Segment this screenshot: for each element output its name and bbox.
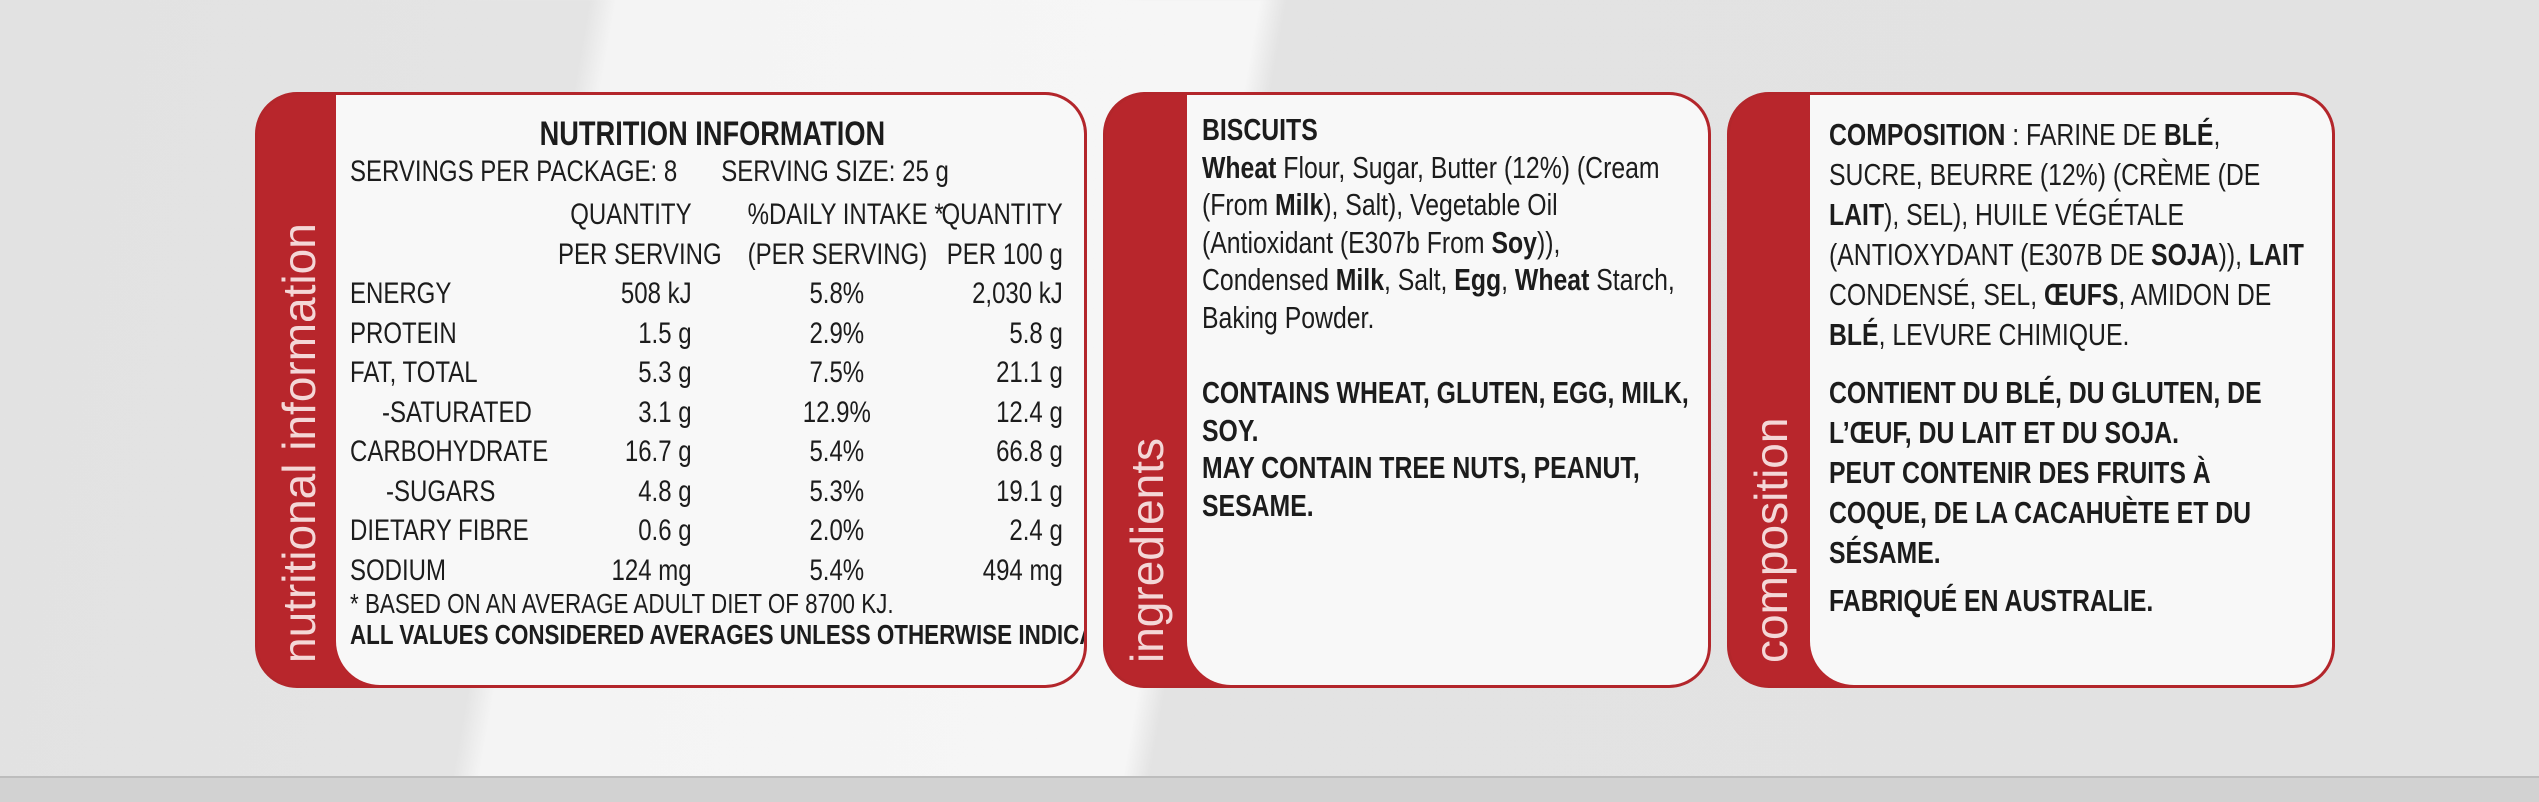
text: , AMIDON DE	[2118, 277, 2272, 312]
bold-text: Milk	[1275, 187, 1324, 222]
nutrition-table: QUANTITY %DAILY INTAKE * QUANTITY PER SERVI…	[350, 195, 1063, 590]
text-block: Wheat Flour, Sugar, Butter (12%) (Cream …	[1202, 149, 1690, 337]
nutrient-value: 3.1 g	[638, 395, 692, 429]
nutrient-value: 7.5%	[809, 356, 865, 389]
nutrient-name: -SATURATED	[382, 395, 532, 429]
nutrient-value: 5.3 g	[638, 356, 692, 389]
text: , SUCRE, BEURRE (12%) (CRÈME (DE	[1829, 117, 2261, 192]
nutrition-footnote: * BASED ON AN AVERAGE ADULT DIET OF 8700…	[350, 588, 894, 619]
text-block: CONTAINS WHEAT, GLUTEN, EGG, MILK, SOY.	[1202, 374, 1690, 449]
bold-text: BISCUITS	[1202, 112, 1318, 147]
nutrient-name: CARBOHYDRATE	[350, 435, 549, 468]
nutrient-value: 2,030 kJ	[972, 277, 1063, 310]
composition-side-label: composition	[1745, 417, 1797, 663]
nutrient-value: 5.8 g	[1009, 316, 1063, 350]
bold-text: COMPOSITION	[1829, 117, 2006, 152]
nutrient-name: FAT, TOTAL	[350, 356, 478, 389]
nutrient-value: 2.9%	[809, 316, 865, 350]
nutrient-value: 124 mg	[611, 553, 692, 587]
nutrient-value: 19.1 g	[996, 474, 1063, 508]
nutrient-value: 5.4%	[809, 553, 865, 587]
text-block: PEUT CONTENIR DES FRUITS À COQUE, DE LA …	[1829, 453, 2309, 573]
column-header: QUANTITY	[941, 198, 1063, 231]
bold-text: Wheat	[1514, 262, 1590, 297]
composition-text: COMPOSITION : FARINE DE BLÉ, SUCRE, BEUR…	[1829, 115, 2309, 621]
nutrition-panel: nutritional information NUTRITION INFORM…	[255, 92, 1087, 688]
nutrient-value: 21.1 g	[996, 356, 1063, 389]
text: )),	[2218, 237, 2249, 272]
bold-text: Egg	[1454, 262, 1502, 297]
column-header	[350, 235, 558, 275]
text: ,	[1501, 262, 1515, 297]
bold-text: Milk	[1335, 262, 1384, 297]
bold-text: BLÉ	[1829, 317, 1879, 352]
column-header	[350, 195, 558, 235]
nutrient-value: 12.4 g	[996, 395, 1063, 429]
ingredients-panel: ingredients BISCUITS Wheat Flour, Sugar, …	[1103, 92, 1711, 688]
averages-note: ALL VALUES CONSIDERED AVERAGES UNLESS OT…	[350, 619, 1087, 650]
bold-text: CONTIENT DU BLÉ, DU GLUTEN, DE L’ŒUF, DU…	[1829, 375, 2262, 450]
bold-text: Soy	[1491, 224, 1537, 260]
nutrient-value: 16.7 g	[624, 435, 692, 468]
text: , Salt,	[1383, 262, 1455, 297]
nutrition-title: NUTRITION INFORMATION	[539, 115, 886, 153]
bold-text: MAY CONTAIN TREE NUTS, PEANUT, SESAME.	[1202, 450, 1640, 523]
bold-text: SOJA	[2151, 237, 2219, 272]
text: Flour, Sugar, Butter (12%) (Cream (From	[1202, 149, 1660, 223]
nutrient-value: 12.9%	[802, 395, 871, 429]
nutrient-name: SODIUM	[350, 553, 446, 587]
column-header: QUANTITY	[570, 198, 692, 231]
nutrient-name: -SUGARS	[386, 474, 496, 508]
nutrient-value: 5.8%	[809, 277, 865, 310]
ingredients-side-label: ingredients	[1121, 437, 1173, 663]
nutrient-value: 2.0%	[809, 514, 865, 547]
text: , LEVURE CHIMIQUE.	[1878, 317, 2130, 352]
bold-text: PEUT CONTENIR DES FRUITS À COQUE, DE LA …	[1829, 455, 2252, 570]
nutrient-name: PROTEIN	[350, 316, 457, 350]
bold-text: LAIT	[2248, 237, 2304, 272]
text: : FARINE DE	[2005, 117, 2164, 152]
column-header: (PER SERVING)	[747, 237, 928, 271]
text: CONDENSÉ, SEL,	[1829, 277, 2044, 312]
bold-text: Wheat	[1202, 149, 1277, 185]
bold-text: ŒUFS	[2044, 277, 2119, 312]
nutrient-value: 4.8 g	[638, 474, 692, 508]
nutrient-value: 0.6 g	[638, 514, 692, 547]
servings-per-package: SERVINGS PER PACKAGE: 8	[350, 155, 678, 188]
ingredients-text: BISCUITS Wheat Flour, Sugar, Butter (12%)…	[1202, 111, 1690, 524]
text-block: BISCUITS	[1202, 111, 1690, 149]
serving-size: SERVING SIZE: 25 g	[721, 155, 949, 188]
text: )), Condensed	[1202, 224, 1561, 298]
text: ), Salt), Vegetable Oil (Antioxidant (E3…	[1202, 187, 1558, 260]
nutrition-side-label: nutritional information	[273, 223, 325, 663]
nutrient-value: 5.4%	[809, 435, 865, 468]
composition-panel: composition COMPOSITION : FARINE DE BLÉ,…	[1727, 92, 2335, 688]
bold-text: LAIT	[1829, 197, 1885, 232]
text-block: CONTIENT DU BLÉ, DU GLUTEN, DE L’ŒUF, DU…	[1829, 373, 2309, 453]
nutrient-value: 508 kJ	[620, 277, 692, 310]
column-header: PER 100 g	[946, 237, 1063, 271]
nutrient-value: 5.3%	[809, 474, 865, 508]
text: ), SEL), HUILE VÉGÉTALE (ANTIOXYDANT (E3…	[1829, 197, 2185, 272]
nutrient-name: DIETARY FIBRE	[350, 514, 529, 547]
bold-text: CONTAINS WHEAT, GLUTEN, EGG, MILK, SOY.	[1202, 375, 1689, 448]
bold-text: BLÉ	[2163, 117, 2214, 152]
nutrient-name: ENERGY	[350, 277, 452, 310]
nutrient-value: 1.5 g	[638, 316, 692, 350]
text-block: FABRIQUÉ EN AUSTRALIE.	[1829, 581, 2309, 621]
nutrient-value: 494 mg	[982, 553, 1063, 587]
bold-text: FABRIQUÉ EN AUSTRALIE.	[1829, 583, 2154, 618]
package-edge	[0, 776, 2539, 802]
column-header: PER SERVING	[558, 237, 722, 271]
column-header: %DAILY INTAKE *	[747, 198, 944, 231]
text: Starch, Baking Powder.	[1202, 262, 1675, 335]
nutrient-value: 66.8 g	[996, 435, 1063, 468]
text-block: COMPOSITION : FARINE DE BLÉ, SUCRE, BEUR…	[1829, 115, 2309, 355]
nutrient-value: 2.4 g	[1009, 514, 1063, 547]
text-block: MAY CONTAIN TREE NUTS, PEANUT, SESAME.	[1202, 449, 1690, 524]
